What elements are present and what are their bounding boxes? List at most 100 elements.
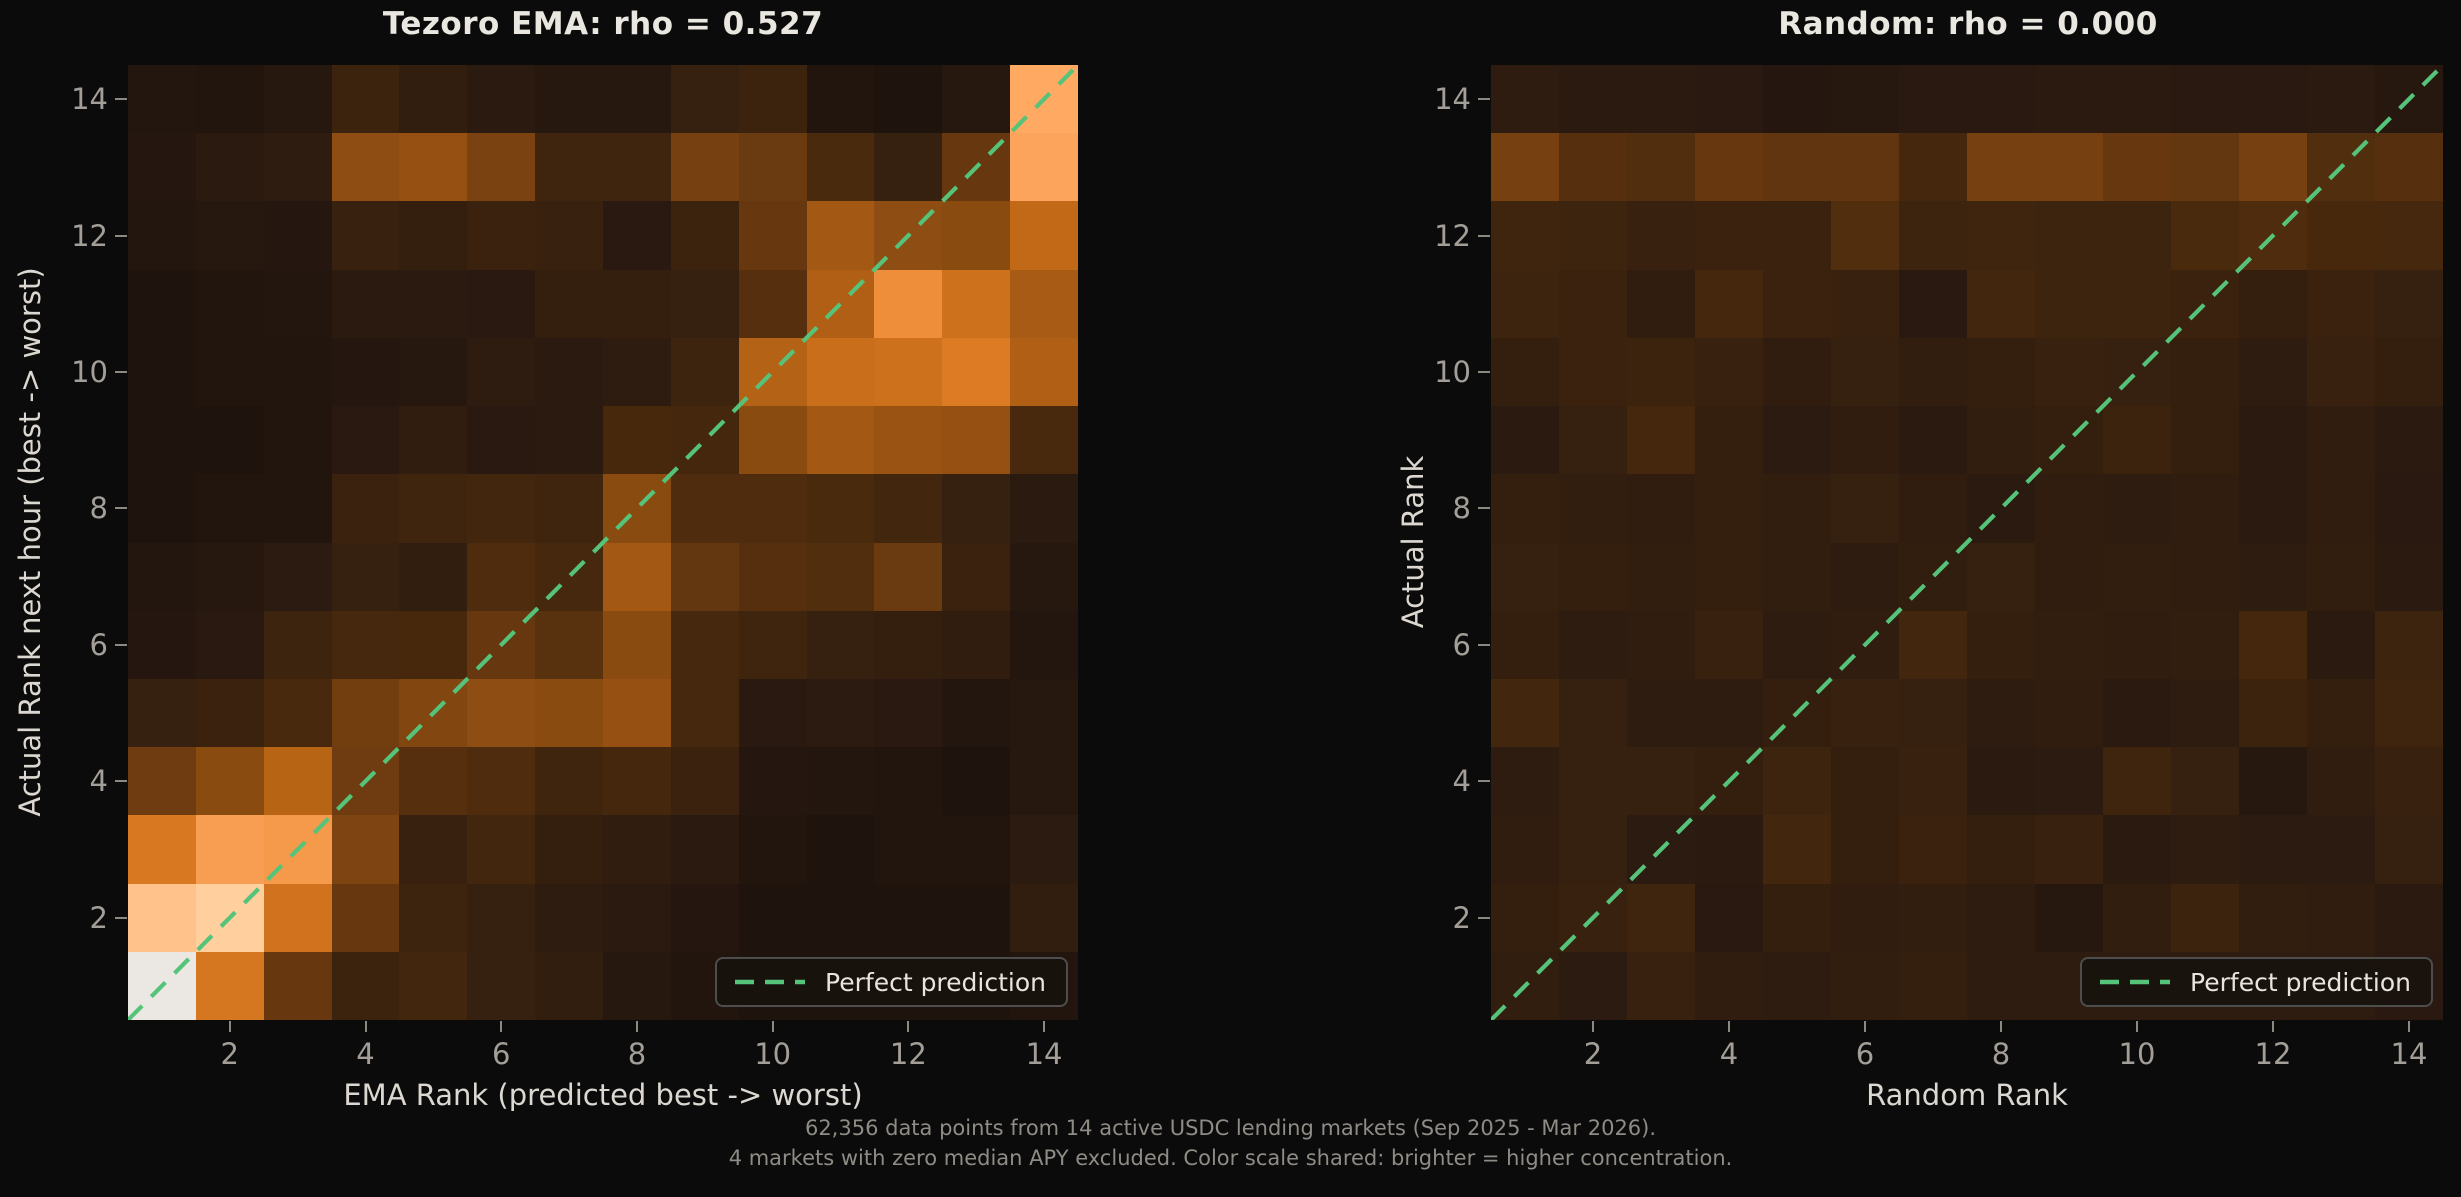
heatmap-cell — [2103, 610, 2171, 679]
heatmap-cell — [1559, 542, 1627, 611]
heatmap-cell — [1010, 610, 1078, 679]
y-tick-label: 4 — [89, 764, 108, 799]
x-tick-label: 2 — [220, 1037, 240, 1071]
heatmap-cell — [128, 474, 196, 543]
heatmap-cell — [535, 474, 603, 543]
heatmap-cell — [263, 406, 332, 475]
heatmap-cell — [1967, 542, 2035, 611]
heatmap-cell — [1491, 337, 1559, 407]
heatmap-cell — [1967, 65, 2035, 134]
heatmap-cell — [738, 474, 807, 543]
heatmap-cell — [1967, 201, 2035, 270]
heatmap-cell — [263, 610, 332, 679]
heatmap-cell — [263, 747, 332, 816]
heatmap-cell — [128, 201, 196, 270]
heatmap-cell — [1967, 133, 2035, 202]
heatmap-cell — [2375, 474, 2443, 543]
heatmap-cell — [1763, 951, 1831, 1020]
heatmap-cell — [670, 815, 739, 884]
heatmap-cell — [670, 337, 739, 407]
heatmap-cell — [535, 269, 603, 338]
heatmap-cell — [2375, 747, 2443, 816]
heatmap-cell — [806, 406, 875, 475]
heatmap-cell — [2239, 201, 2307, 270]
heatmap-cell — [1695, 474, 1763, 543]
y-tick-label: 14 — [1434, 82, 1471, 117]
heatmap-cell — [1627, 747, 1695, 816]
heatmap-cell — [399, 815, 468, 884]
heatmap-cell — [331, 678, 400, 748]
heatmap-cell — [2239, 269, 2307, 338]
heatmap-cell — [1010, 474, 1078, 543]
heatmap-cell — [2375, 133, 2443, 202]
heatmap-cell — [2103, 474, 2171, 543]
heatmap-cell — [2035, 678, 2103, 748]
heatmap-cell — [1491, 678, 1559, 748]
heatmap-cell — [1763, 337, 1831, 407]
heatmap-cell — [1899, 815, 1967, 884]
heatmap-cell — [1010, 815, 1078, 884]
heatmap-cell — [942, 337, 1011, 407]
heatmap-cell — [128, 542, 196, 611]
heatmap-cell — [2375, 815, 2443, 884]
y-tick-label: 10 — [1434, 354, 1471, 389]
x-tick-label: 10 — [2118, 1037, 2156, 1071]
heatmap-cell — [670, 406, 739, 475]
heatmap-cell — [2239, 406, 2307, 475]
heatmap-cell — [1831, 65, 1899, 134]
heatmap-cell — [2103, 678, 2171, 748]
heatmap-cell — [1491, 883, 1559, 952]
heatmap-cell — [1763, 815, 1831, 884]
heatmap-cell — [1491, 269, 1559, 338]
heatmap-cell — [942, 542, 1011, 611]
heatmap-cell — [1763, 406, 1831, 475]
heatmap-cell — [2375, 201, 2443, 270]
legend-dashed-line-icon — [735, 979, 806, 985]
y-tick-mark — [1478, 98, 1490, 101]
x-tick-mark — [1592, 1021, 1594, 1032]
y-tick-mark — [115, 916, 127, 919]
heatmap-cell — [1695, 133, 1763, 202]
x-tick-label: 8 — [627, 1037, 647, 1071]
left-x-axis-label: EMA Rank (predicted best -> worst) — [343, 1078, 863, 1112]
y-tick-label: 6 — [89, 627, 108, 662]
heatmap-cell — [399, 474, 468, 543]
heatmap-cell — [331, 610, 400, 679]
x-tick-mark — [2408, 1021, 2410, 1032]
heatmap-cell — [806, 133, 875, 202]
y-tick-label: 14 — [71, 82, 108, 117]
heatmap-cell — [2171, 269, 2239, 338]
heatmap-cell — [2307, 474, 2375, 543]
heatmap-cell — [2239, 815, 2307, 884]
heatmap-cell — [195, 542, 264, 611]
y-tick-mark — [1478, 234, 1490, 237]
heatmap-cell — [738, 133, 807, 202]
heatmap-cell — [2375, 337, 2443, 407]
heatmap-cell — [399, 406, 468, 475]
heatmap-cell — [1559, 951, 1627, 1020]
heatmap-cell — [263, 337, 332, 407]
caption-line-2: 4 markets with zero median APY excluded.… — [728, 1146, 1733, 1170]
heatmap-cell — [1491, 815, 1559, 884]
y-tick-mark — [115, 98, 127, 101]
heatmap-cell — [2171, 747, 2239, 816]
heatmap-cell — [2103, 337, 2171, 407]
heatmap-cell — [535, 542, 603, 611]
heatmap-cell — [1559, 201, 1627, 270]
heatmap-cell — [331, 201, 400, 270]
heatmap-cell — [2307, 201, 2375, 270]
heatmap-cell — [2307, 65, 2375, 134]
heatmap-cell — [535, 747, 603, 816]
heatmap-cell — [874, 201, 943, 270]
heatmap-cell — [1899, 474, 1967, 543]
heatmap-cell — [1899, 406, 1967, 475]
heatmap-cell — [738, 406, 807, 475]
heatmap-cell — [331, 474, 400, 543]
x-tick-mark — [907, 1021, 910, 1032]
heatmap-cell — [806, 747, 875, 816]
heatmap-cell — [1559, 747, 1627, 816]
heatmap-cell — [399, 337, 468, 407]
heatmap-cell — [2171, 815, 2239, 884]
heatmap-cell — [1010, 542, 1078, 611]
heatmap-cell — [1831, 883, 1899, 952]
